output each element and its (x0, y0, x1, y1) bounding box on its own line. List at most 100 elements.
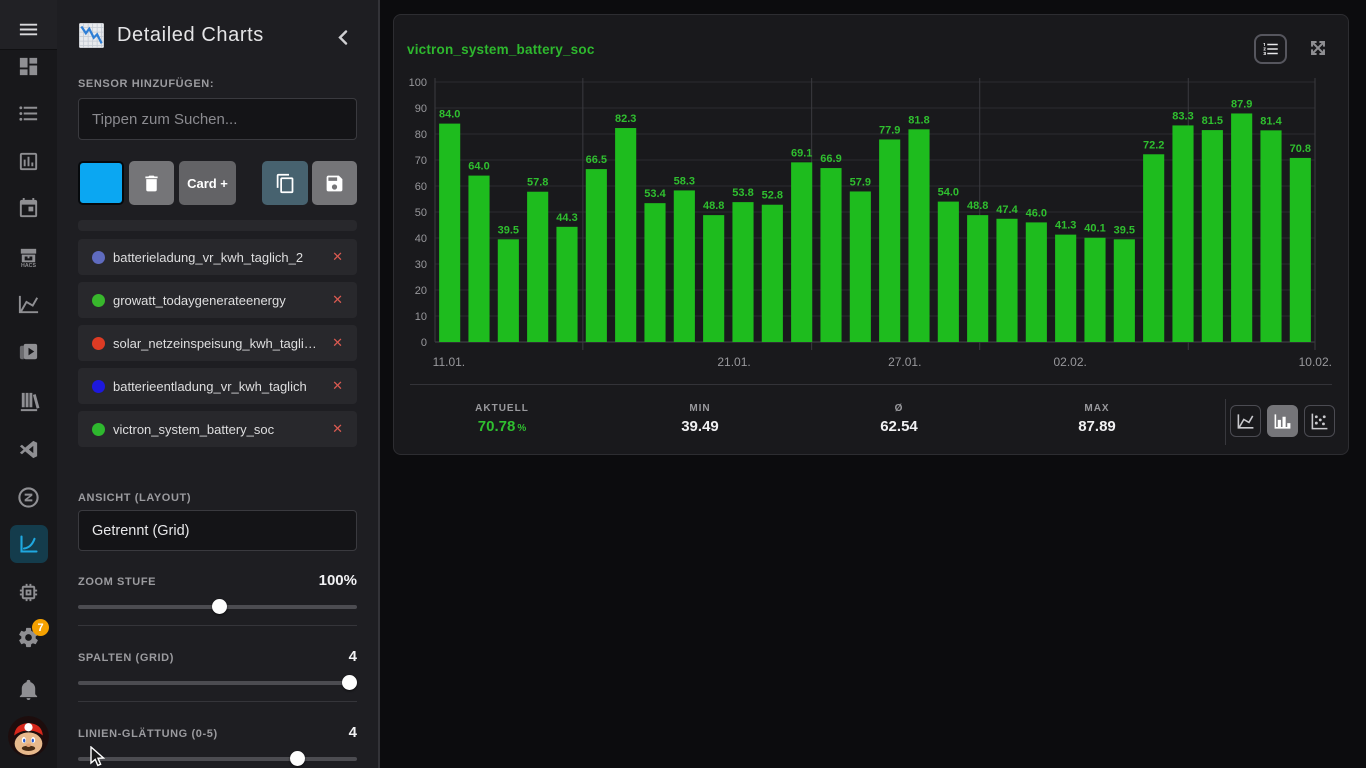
zoom-slider[interactable] (78, 599, 357, 614)
sensor-name: batterieladung_vr_kwh_taglich_2 (113, 249, 304, 265)
sensor-color-dot[interactable] (92, 422, 105, 436)
zoom-slider-thumb[interactable] (211, 599, 227, 614)
sensor-color-dot[interactable] (92, 336, 105, 350)
sidebar-item-calendar[interactable] (0, 195, 57, 221)
chart-type-bar-button[interactable] (1267, 405, 1298, 437)
svg-text:82.3: 82.3 (615, 113, 636, 125)
hamburger-icon (19, 23, 38, 35)
svg-text:64.0: 64.0 (468, 161, 489, 173)
sensor-color-dot[interactable] (92, 379, 105, 393)
menu-button[interactable] (0, 16, 57, 42)
stat-current-label: AKTUELL (475, 403, 529, 414)
svg-text:87.9: 87.9 (1231, 98, 1252, 110)
copy-icon (276, 173, 293, 193)
bar-chart-canvas[interactable]: 0 10 20 30 40 50 60 70 80 90 100 84.0 64.0 39.5 57.8 44… (394, 71, 1348, 383)
stat-min-label: MIN (689, 403, 711, 414)
columns-slider-thumb[interactable] (341, 675, 357, 690)
remove-sensor-icon[interactable]: ✕ (332, 335, 343, 350)
svg-text:39.5: 39.5 (1114, 224, 1135, 236)
vscode-icon (19, 440, 38, 458)
user-avatar[interactable] (8, 716, 49, 757)
svg-text:48.8: 48.8 (967, 200, 988, 212)
svg-text:90: 90 (415, 103, 427, 115)
divider (78, 625, 357, 626)
remove-sensor-icon[interactable]: ✕ (332, 421, 343, 436)
stat-min-value: 39.49 (681, 418, 719, 435)
sidebar-item-detailed-charts-active[interactable] (10, 525, 48, 563)
hacs-icon: HACS (20, 248, 36, 268)
sensor-color-dot[interactable] (92, 250, 105, 264)
sensor-list: batterieladung_vr_kwh_taglich_2 ✕ growat… (78, 220, 357, 454)
chart-box-icon (19, 152, 38, 170)
card-add-button[interactable]: Card + (179, 161, 236, 205)
svg-text:57.9: 57.9 (850, 176, 871, 188)
save-icon (326, 175, 343, 191)
svg-text:0: 0 (421, 337, 427, 349)
svg-text:52.8: 52.8 (762, 190, 783, 202)
sensor-color-dot[interactable] (92, 293, 105, 307)
remove-sensor-icon[interactable]: ✕ (332, 378, 343, 393)
smoothing-slider[interactable] (78, 751, 357, 766)
trash-icon (145, 175, 158, 191)
chip-icon (19, 583, 38, 601)
sensor-row[interactable]: victron_system_battery_soc ✕ (78, 411, 357, 447)
remove-sensor-icon[interactable]: ✕ (332, 292, 343, 307)
divider (410, 384, 1332, 385)
columns-slider[interactable] (78, 675, 357, 690)
svg-text:30: 30 (415, 259, 427, 271)
svg-text:77.9: 77.9 (879, 124, 900, 136)
zoom-value: 100% (318, 572, 357, 589)
copy-button[interactable] (262, 161, 308, 205)
columns-label: SPALTEN (GRID) (78, 652, 174, 664)
sidebar-item-devices[interactable] (0, 579, 57, 605)
drag-move-handle[interactable] (1306, 36, 1330, 60)
sidebar-item-media[interactable] (0, 339, 57, 365)
layout-select[interactable]: Getrennt (Grid) (78, 510, 357, 551)
toolbar: Card + (78, 161, 357, 205)
sidebar-item-vscode[interactable] (0, 436, 57, 462)
panel-collapse-button[interactable] (331, 26, 353, 48)
color-swatch-button[interactable] (78, 161, 124, 205)
sidebar-item-library[interactable] (0, 388, 57, 414)
search-input[interactable]: Tippen zum Suchen... (78, 98, 357, 140)
stat-min: MIN 39.49 (630, 403, 770, 435)
sidebar-item-settings[interactable]: 7 (0, 619, 57, 653)
svg-text:70: 70 (415, 155, 427, 167)
sensor-row-partial[interactable] (78, 220, 357, 231)
stat-avg-label: Ø (894, 403, 904, 414)
sidebar-item-list[interactable] (0, 100, 57, 126)
save-button[interactable] (312, 161, 357, 205)
svg-text:81.4: 81.4 (1260, 115, 1282, 127)
sensor-row[interactable]: solar_netzeinspeisung_kwh_tagli… ✕ (78, 325, 357, 361)
svg-text:69.1: 69.1 (791, 147, 812, 159)
sensor-row[interactable]: batterieentladung_vr_kwh_taglich ✕ (78, 368, 357, 404)
sidebar-item-zigbee[interactable] (0, 484, 57, 510)
layout-label: ANSICHT (LAYOUT) (78, 492, 192, 504)
smoothing-slider-thumb[interactable] (290, 751, 305, 766)
sidebar-item-notifications[interactable] (0, 676, 57, 702)
remove-sensor-icon[interactable]: ✕ (332, 249, 343, 264)
svg-text:39.5: 39.5 (498, 224, 519, 236)
stat-current-value: 70.78% (477, 418, 527, 435)
sidebar-item-chart-line[interactable] (0, 291, 57, 317)
sidebar-item-hacs[interactable]: HACS (0, 243, 57, 269)
sidebar-item-dashboard[interactable] (0, 53, 57, 79)
stat-avg-value: 62.54 (880, 418, 918, 435)
svg-text:48.8: 48.8 (703, 200, 724, 212)
chart-type-line-button[interactable] (1230, 405, 1261, 437)
sensor-name: batterieentladung_vr_kwh_taglich (113, 378, 307, 394)
svg-text:53.4: 53.4 (644, 188, 666, 200)
columns-value: 4 (348, 648, 357, 665)
sensor-row[interactable]: batterieladung_vr_kwh_taglich_2 ✕ (78, 239, 357, 275)
svg-text:53.8: 53.8 (732, 187, 753, 199)
sidebar-item-chart-box[interactable] (0, 148, 57, 174)
entity-list-button[interactable] (1254, 34, 1287, 64)
delete-button[interactable] (129, 161, 174, 205)
zoom-label: ZOOM STUFE (78, 576, 157, 588)
svg-text:41.3: 41.3 (1055, 220, 1076, 232)
chart-type-scatter-button[interactable] (1304, 405, 1335, 437)
sensor-row[interactable]: growatt_todaygenerateenergy ✕ (78, 282, 357, 318)
scatter-chart-icon (1311, 413, 1328, 429)
svg-text:81.8: 81.8 (908, 114, 929, 126)
